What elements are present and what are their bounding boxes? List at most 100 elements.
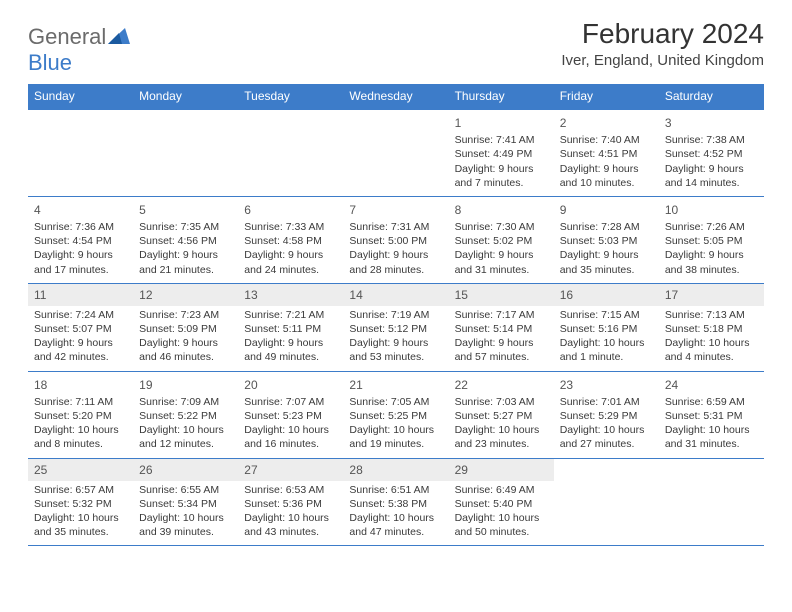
day-details: Sunrise: 7:36 AMSunset: 4:54 PMDaylight:…: [32, 220, 129, 277]
calendar-day: 22 Sunrise: 7:03 AMSunset: 5:27 PMDayligh…: [449, 371, 554, 458]
day-header: Monday: [133, 84, 238, 109]
day-number: 15: [449, 284, 554, 306]
calendar-day-blank: [238, 109, 343, 196]
day-details: Sunrise: 7:05 AMSunset: 5:25 PMDaylight:…: [347, 395, 444, 452]
day-details: Sunrise: 7:21 AMSunset: 5:11 PMDaylight:…: [242, 308, 339, 365]
day-details: Sunrise: 7:35 AMSunset: 4:56 PMDaylight:…: [137, 220, 234, 277]
day-number: 18: [32, 375, 129, 393]
day-details: Sunrise: 7:07 AMSunset: 5:23 PMDaylight:…: [242, 395, 339, 452]
calendar-day: 21 Sunrise: 7:05 AMSunset: 5:25 PMDayligh…: [343, 371, 448, 458]
day-details: Sunrise: 7:31 AMSunset: 5:00 PMDaylight:…: [347, 220, 444, 277]
day-number: 27: [238, 459, 343, 481]
day-details: Sunrise: 7:09 AMSunset: 5:22 PMDaylight:…: [137, 395, 234, 452]
day-number: 23: [558, 375, 655, 393]
calendar-day: 4Sunrise: 7:36 AMSunset: 4:54 PMDaylight…: [28, 196, 133, 283]
day-details: Sunrise: 6:51 AMSunset: 5:38 PMDaylight:…: [347, 483, 444, 540]
calendar-day-blank: [554, 458, 659, 546]
calendar-day: 13Sunrise: 7:21 AMSunset: 5:11 PMDayligh…: [238, 283, 343, 371]
day-details: Sunrise: 6:57 AMSunset: 5:32 PMDaylight:…: [32, 483, 129, 540]
day-number: 9: [558, 200, 655, 218]
calendar-day: 17Sunrise: 7:13 AMSunset: 5:18 PMDayligh…: [659, 283, 764, 371]
day-details: Sunrise: 7:28 AMSunset: 5:03 PMDaylight:…: [558, 220, 655, 277]
month-title: February 2024: [561, 18, 764, 50]
day-number: 3: [663, 113, 760, 131]
day-details: Sunrise: 7:03 AMSunset: 5:27 PMDaylight:…: [453, 395, 550, 452]
day-header: Tuesday: [238, 84, 343, 109]
day-details: Sunrise: 7:30 AMSunset: 5:02 PMDaylight:…: [453, 220, 550, 277]
calendar-day: 9 Sunrise: 7:28 AMSunset: 5:03 PMDaylight…: [554, 196, 659, 283]
brand-text: GeneralBlue: [28, 24, 130, 76]
calendar-day: 19Sunrise: 7:09 AMSunset: 5:22 PMDayligh…: [133, 371, 238, 458]
calendar-day-blank: [28, 109, 133, 196]
calendar-day: 16Sunrise: 7:15 AMSunset: 5:16 PMDayligh…: [554, 283, 659, 371]
calendar-day-blank: [659, 458, 764, 546]
day-details: Sunrise: 7:41 AMSunset: 4:49 PMDaylight:…: [453, 133, 550, 190]
day-details: Sunrise: 7:23 AMSunset: 5:09 PMDaylight:…: [137, 308, 234, 365]
day-number: 24: [663, 375, 760, 393]
calendar-week: 25Sunrise: 6:57 AMSunset: 5:32 PMDayligh…: [28, 458, 764, 546]
day-number: 21: [347, 375, 444, 393]
day-number: 10: [663, 200, 760, 218]
day-details: Sunrise: 7:33 AMSunset: 4:58 PMDaylight:…: [242, 220, 339, 277]
location-subtitle: Iver, England, United Kingdom: [561, 52, 764, 69]
brand-part1: General: [28, 24, 106, 49]
day-header: Wednesday: [343, 84, 448, 109]
calendar-day: 25Sunrise: 6:57 AMSunset: 5:32 PMDayligh…: [28, 458, 133, 546]
day-details: Sunrise: 7:24 AMSunset: 5:07 PMDaylight:…: [32, 308, 129, 365]
calendar-day: 28Sunrise: 6:51 AMSunset: 5:38 PMDayligh…: [343, 458, 448, 546]
calendar-day: 20Sunrise: 7:07 AMSunset: 5:23 PMDayligh…: [238, 371, 343, 458]
calendar-day-blank: [133, 109, 238, 196]
calendar-day: 10 Sunrise: 7:26 AMSunset: 5:05 PMDayligh…: [659, 196, 764, 283]
calendar-day: 27Sunrise: 6:53 AMSunset: 5:36 PMDayligh…: [238, 458, 343, 546]
brand-triangle-icon: [108, 24, 130, 49]
day-details: Sunrise: 6:53 AMSunset: 5:36 PMDaylight:…: [242, 483, 339, 540]
day-number: 22: [453, 375, 550, 393]
day-number: 12: [133, 284, 238, 306]
day-number: 11: [28, 284, 133, 306]
day-details: Sunrise: 7:38 AMSunset: 4:52 PMDaylight:…: [663, 133, 760, 190]
calendar-week: 4Sunrise: 7:36 AMSunset: 4:54 PMDaylight…: [28, 196, 764, 283]
day-details: Sunrise: 7:13 AMSunset: 5:18 PMDaylight:…: [663, 308, 760, 365]
day-details: Sunrise: 7:15 AMSunset: 5:16 PMDaylight:…: [558, 308, 655, 365]
day-number: 5: [137, 200, 234, 218]
calendar-table: SundayMondayTuesdayWednesdayThursdayFrid…: [28, 84, 764, 546]
day-number: 13: [238, 284, 343, 306]
day-details: Sunrise: 7:19 AMSunset: 5:12 PMDaylight:…: [347, 308, 444, 365]
brand-logo: GeneralBlue: [28, 24, 130, 76]
calendar-week: 18 Sunrise: 7:11 AMSunset: 5:20 PMDayligh…: [28, 371, 764, 458]
calendar-day: 2Sunrise: 7:40 AMSunset: 4:51 PMDaylight…: [554, 109, 659, 196]
day-details: Sunrise: 7:17 AMSunset: 5:14 PMDaylight:…: [453, 308, 550, 365]
day-number: 2: [558, 113, 655, 131]
day-number: 16: [554, 284, 659, 306]
day-header: Friday: [554, 84, 659, 109]
calendar-day: 6 Sunrise: 7:33 AMSunset: 4:58 PMDaylight…: [238, 196, 343, 283]
day-number: 29: [449, 459, 554, 481]
day-header-row: SundayMondayTuesdayWednesdayThursdayFrid…: [28, 84, 764, 109]
day-number: 1: [453, 113, 550, 131]
calendar-day-blank: [343, 109, 448, 196]
calendar-day: 29Sunrise: 6:49 AMSunset: 5:40 PMDayligh…: [449, 458, 554, 546]
day-number: 6: [242, 200, 339, 218]
day-details: Sunrise: 6:59 AMSunset: 5:31 PMDaylight:…: [663, 395, 760, 452]
calendar-day: 26Sunrise: 6:55 AMSunset: 5:34 PMDayligh…: [133, 458, 238, 546]
calendar-day: 3 Sunrise: 7:38 AMSunset: 4:52 PMDaylight…: [659, 109, 764, 196]
calendar-day: 18 Sunrise: 7:11 AMSunset: 5:20 PMDayligh…: [28, 371, 133, 458]
page-header: GeneralBlue February 2024 Iver, England,…: [28, 18, 764, 76]
day-header: Saturday: [659, 84, 764, 109]
calendar-week: 1 Sunrise: 7:41 AMSunset: 4:49 PMDaylight…: [28, 109, 764, 196]
calendar-day: 12Sunrise: 7:23 AMSunset: 5:09 PMDayligh…: [133, 283, 238, 371]
day-number: 7: [347, 200, 444, 218]
day-number: 17: [659, 284, 764, 306]
day-header: Thursday: [449, 84, 554, 109]
brand-part2: Blue: [28, 50, 72, 75]
day-number: 8: [453, 200, 550, 218]
day-details: Sunrise: 7:26 AMSunset: 5:05 PMDaylight:…: [663, 220, 760, 277]
calendar-day: 5 Sunrise: 7:35 AMSunset: 4:56 PMDaylight…: [133, 196, 238, 283]
calendar-day: 8 Sunrise: 7:30 AMSunset: 5:02 PMDaylight…: [449, 196, 554, 283]
calendar-day: 11Sunrise: 7:24 AMSunset: 5:07 PMDayligh…: [28, 283, 133, 371]
calendar-day: 23Sunrise: 7:01 AMSunset: 5:29 PMDayligh…: [554, 371, 659, 458]
calendar-body: 1 Sunrise: 7:41 AMSunset: 4:49 PMDaylight…: [28, 109, 764, 546]
calendar-head: SundayMondayTuesdayWednesdayThursdayFrid…: [28, 84, 764, 109]
day-details: Sunrise: 7:11 AMSunset: 5:20 PMDaylight:…: [32, 395, 129, 452]
day-details: Sunrise: 6:49 AMSunset: 5:40 PMDaylight:…: [453, 483, 550, 540]
